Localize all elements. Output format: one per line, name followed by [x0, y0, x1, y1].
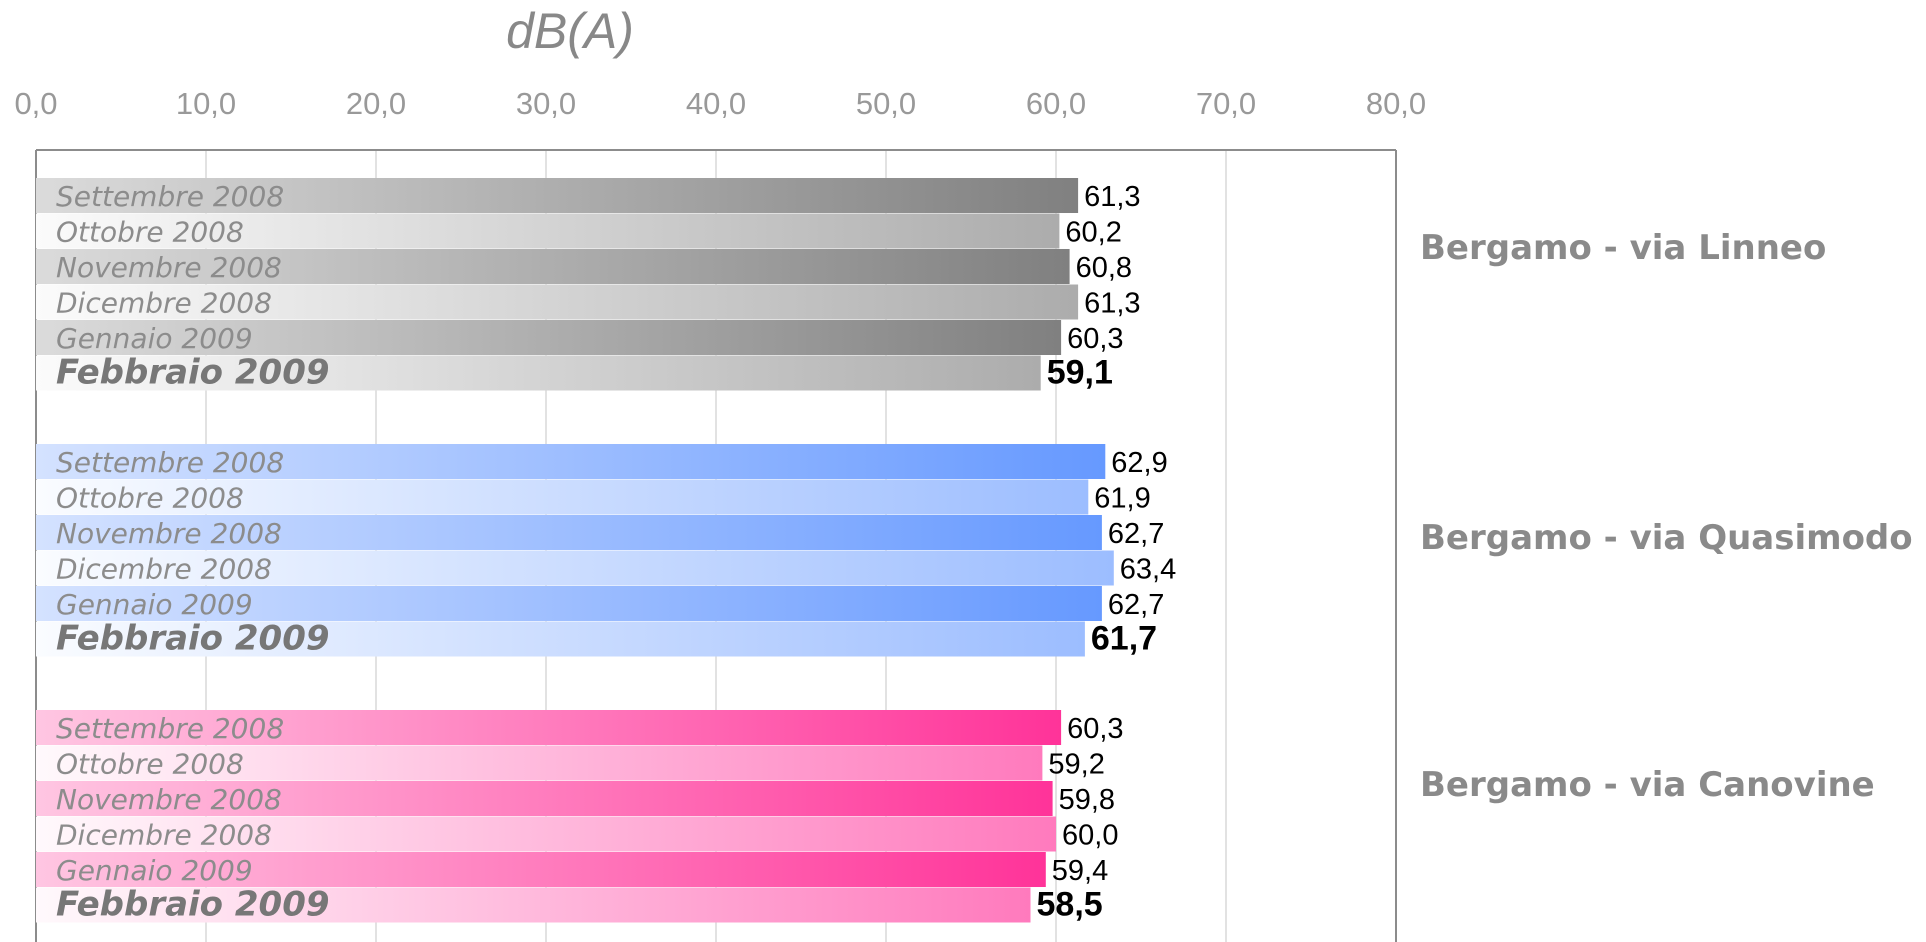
group-label-canovine: Bergamo - via Canovine — [1420, 765, 1875, 805]
bar-value-label: 62,7 — [1108, 518, 1164, 550]
bar-category-label: Ottobre 2008 — [56, 748, 244, 781]
bar-category-label: Gennaio 2009 — [56, 588, 253, 621]
x-tick-label: 40,0 — [686, 86, 746, 121]
bar-value-label: 60,3 — [1067, 323, 1123, 355]
bar-category-label: Dicembre 2008 — [56, 553, 272, 586]
x-tick-label: 80,0 — [1366, 86, 1426, 121]
x-tick-label: 30,0 — [516, 86, 576, 121]
bar-category-label: Dicembre 2008 — [56, 287, 272, 320]
bar-category-label: Gennaio 2009 — [56, 854, 253, 887]
bar-category-label: Ottobre 2008 — [56, 216, 244, 249]
bar-value-label: 60,3 — [1067, 713, 1123, 745]
bar-value-label: 59,2 — [1048, 749, 1104, 781]
bar-category-label: Settembre 2008 — [56, 180, 284, 213]
bar-value-label: 59,8 — [1059, 784, 1115, 816]
bar-value-label: 61,3 — [1084, 181, 1140, 213]
bar-value-label: 62,7 — [1108, 589, 1164, 621]
bar-value-label: 63,4 — [1120, 554, 1176, 586]
bar-category-label: Novembre 2008 — [56, 517, 282, 550]
x-tick-label: 0,0 — [14, 86, 57, 121]
bar-category-label: Settembre 2008 — [56, 446, 284, 479]
group-label-linneo: Bergamo - via Linneo — [1420, 228, 1826, 268]
x-tick-label: 10,0 — [176, 86, 236, 121]
x-tick-label: 20,0 — [346, 86, 406, 121]
bar-value-label: 61,9 — [1094, 483, 1150, 515]
bar-value-label: 59,4 — [1052, 855, 1108, 887]
bar-category-label: Novembre 2008 — [56, 251, 282, 284]
bar-category-label: Febbraio 2009 — [56, 353, 330, 393]
group-label-quasimodo: Bergamo - via Quasimodo — [1420, 518, 1913, 558]
bar-category-label: Settembre 2008 — [56, 712, 284, 745]
x-tick-label: 60,0 — [1026, 86, 1086, 121]
bar-value-label: 61,3 — [1084, 288, 1140, 320]
bar-value-label: 58,5 — [1037, 886, 1103, 924]
bar-value-label: 60,2 — [1065, 217, 1121, 249]
bar-value-label: 60,0 — [1062, 820, 1118, 852]
bar-category-label: Febbraio 2009 — [56, 885, 330, 925]
bar-category-label: Gennaio 2009 — [56, 322, 253, 355]
x-tick-label: 70,0 — [1196, 86, 1256, 121]
bar-category-label: Novembre 2008 — [56, 783, 282, 816]
bar-category-label: Ottobre 2008 — [56, 482, 244, 515]
x-tick-label: 50,0 — [856, 86, 916, 121]
bar-value-label: 59,1 — [1047, 354, 1113, 392]
bar-category-label: Febbraio 2009 — [56, 619, 330, 659]
bar-value-label: 62,9 — [1111, 447, 1167, 479]
bar-value-label: 60,8 — [1076, 252, 1132, 284]
bar-value-label: 61,7 — [1091, 620, 1157, 658]
bar-category-label: Dicembre 2008 — [56, 819, 272, 852]
